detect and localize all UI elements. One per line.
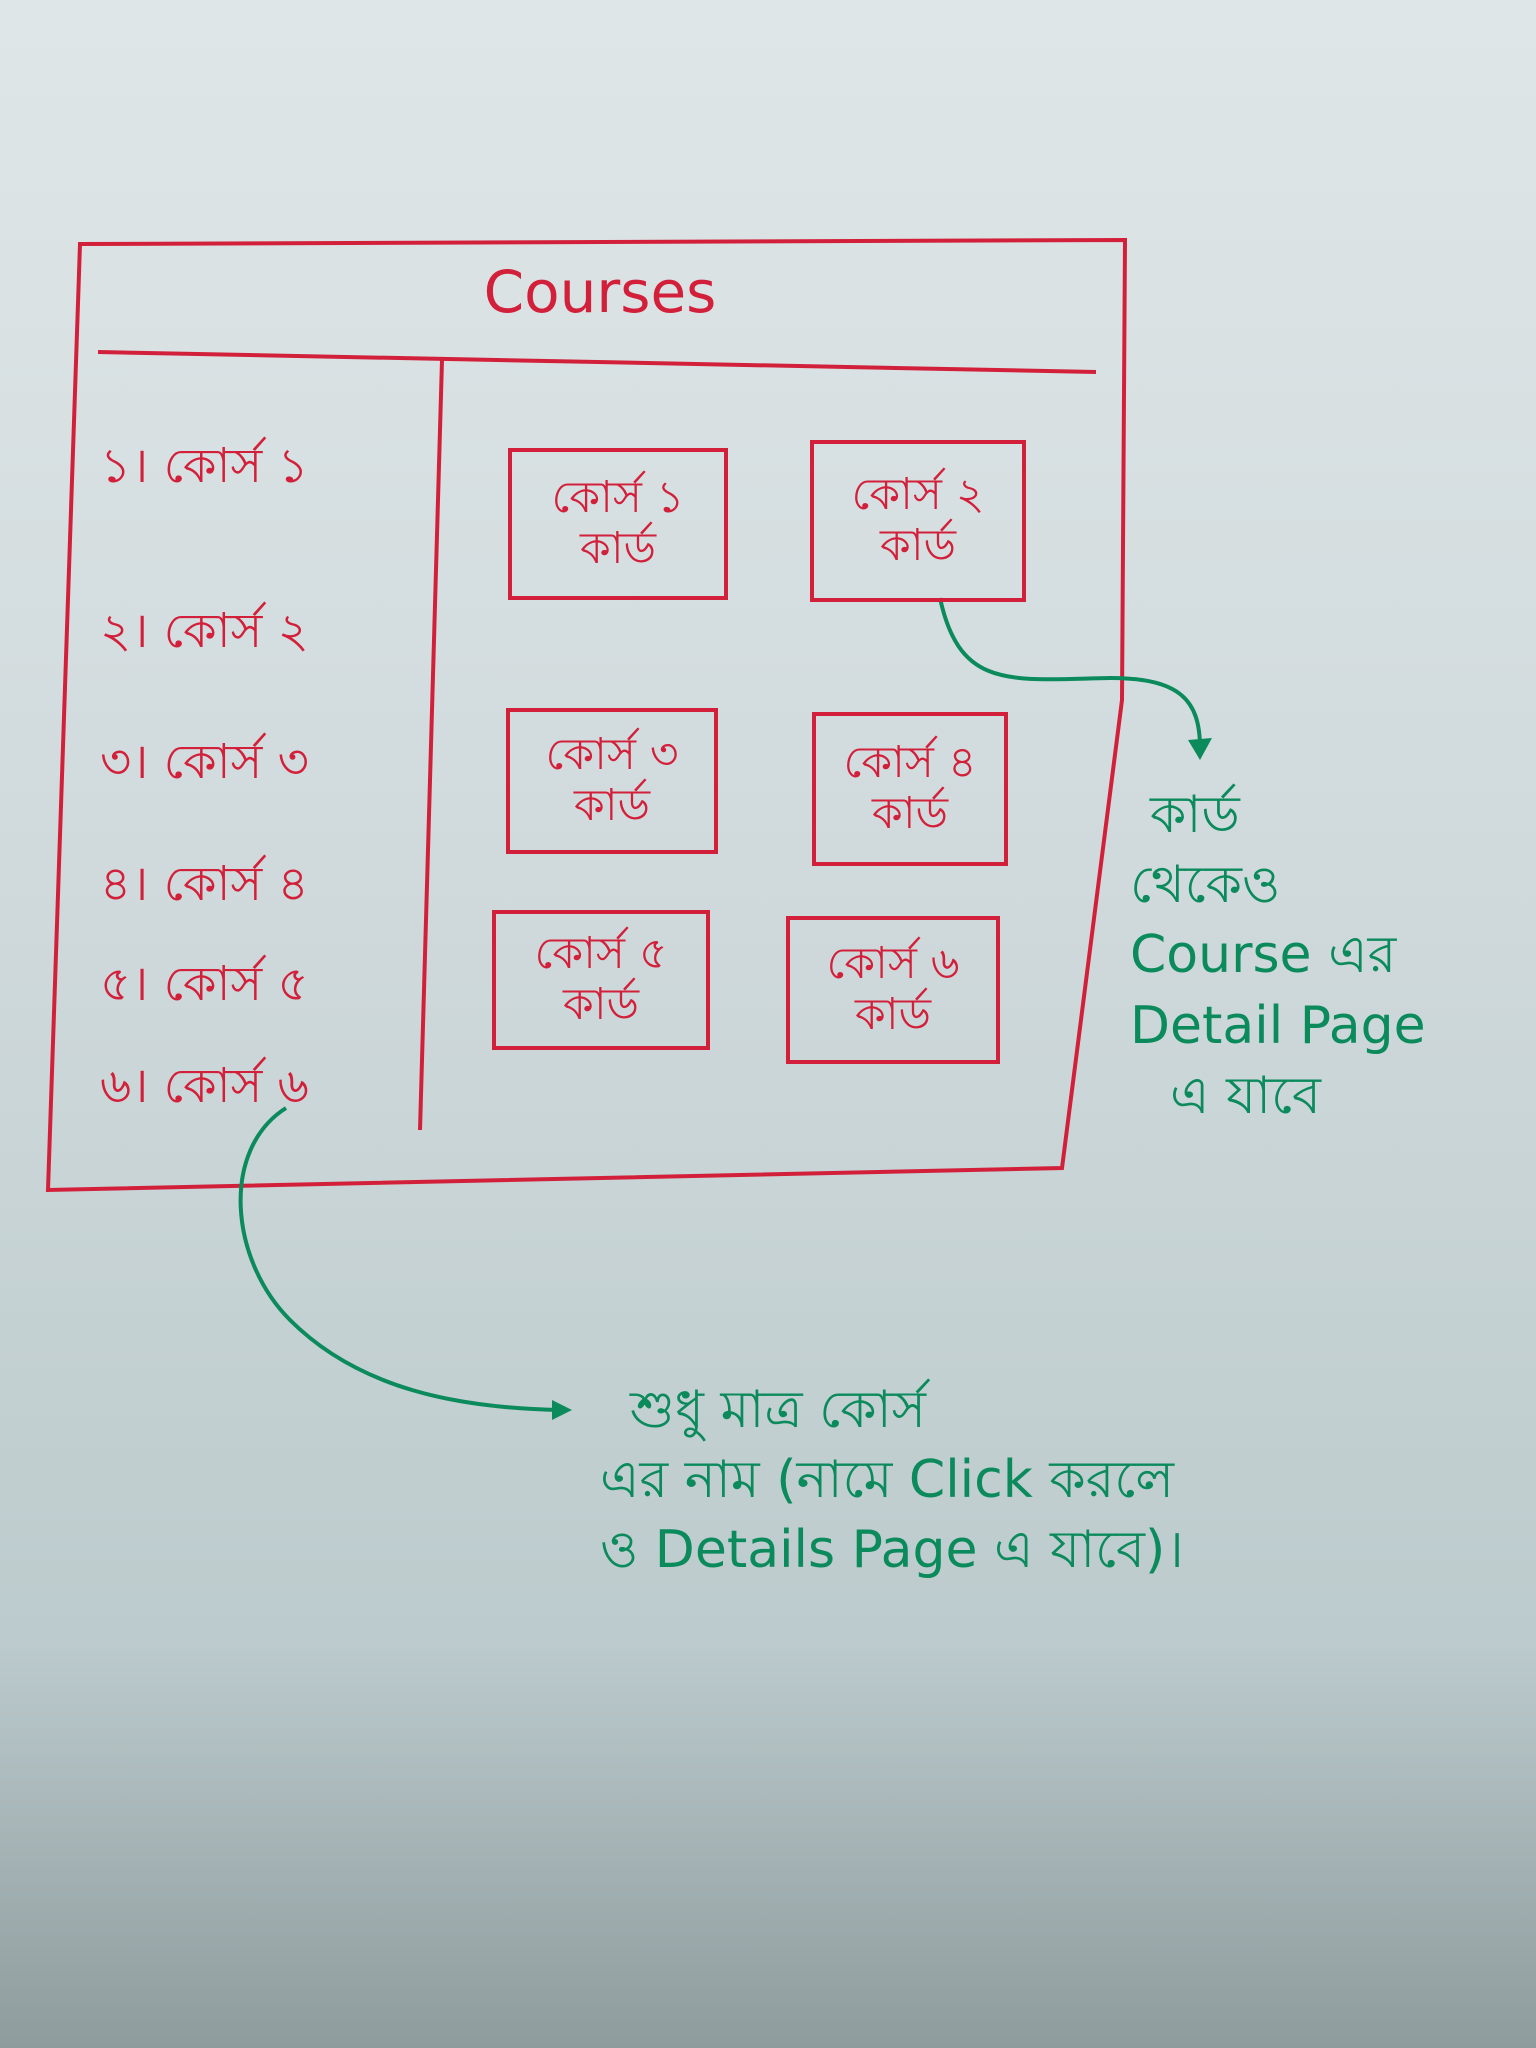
course-card-3[interactable]: কোর্স ৩ কার্ড bbox=[506, 708, 718, 854]
card-note-line: Course এর bbox=[1130, 925, 1397, 986]
sidebar-item-course-6[interactable]: ৬। কোর্স ৬ bbox=[100, 1058, 309, 1114]
sidebar-arrowhead bbox=[552, 1400, 572, 1420]
sidebar-note-line: ও Details Page এ যাবে)। bbox=[600, 1520, 1184, 1581]
sidebar-divider bbox=[418, 359, 444, 1131]
course-card-title: কোর্স ৫ bbox=[534, 928, 668, 980]
card-note: কার্ড থেকেও Course এর Detail Page এ যাবে bbox=[1130, 780, 1500, 1131]
outer-frame bbox=[45, 237, 1128, 1193]
card-note-line: থেকেও bbox=[1130, 855, 1281, 916]
card-note-line: এ যাবে bbox=[1170, 1065, 1321, 1126]
sidebar-note-line: এর নাম (নামে Click করলে bbox=[600, 1450, 1174, 1511]
course-card-4[interactable]: কোর্স ৪ কার্ড bbox=[812, 712, 1008, 866]
course-card-title: কোর্স ২ bbox=[851, 469, 985, 521]
course-card-title: কোর্স ১ bbox=[551, 472, 685, 524]
course-card-title: কোর্স ৩ bbox=[545, 729, 679, 781]
sidebar-item-course-3[interactable]: ৩। কোর্স ৩ bbox=[100, 734, 309, 790]
course-card-5[interactable]: কোর্স ৫ কার্ড bbox=[492, 910, 710, 1050]
sidebar-arrow bbox=[238, 1106, 561, 1412]
course-card-label: কার্ড bbox=[563, 979, 639, 1030]
course-card-label: কার্ড bbox=[880, 520, 956, 571]
page-title: Courses bbox=[483, 258, 717, 326]
course-card-label: কার্ড bbox=[574, 780, 650, 831]
card-note-line: Detail Page bbox=[1130, 995, 1426, 1056]
course-card-label: কার্ড bbox=[872, 788, 948, 839]
sidebar-note: শুধু মাত্র কোর্স এর নাম (নামে Click করলে… bbox=[600, 1375, 1500, 1586]
sidebar-item-course-5[interactable]: ৫। কোর্স ৫ bbox=[100, 956, 309, 1012]
course-card-title: কোর্স ৪ bbox=[843, 737, 977, 789]
card-arrowhead bbox=[1188, 738, 1212, 760]
course-card-title: কোর্স ৬ bbox=[826, 938, 960, 990]
card-note-line: কার্ড bbox=[1150, 785, 1240, 845]
sidebar-item-course-2[interactable]: ২। কোর্স ২ bbox=[100, 603, 309, 659]
header-divider bbox=[97, 350, 1097, 374]
course-card-label: কার্ড bbox=[855, 989, 931, 1040]
course-card-6[interactable]: কোর্স ৬ কার্ড bbox=[786, 916, 1000, 1064]
course-card-2[interactable]: কোর্স ২ কার্ড bbox=[810, 440, 1026, 602]
sidebar-note-line: শুধু মাত্র কোর্স bbox=[630, 1380, 927, 1440]
sidebar-item-course-4[interactable]: ৪। কোর্স ৪ bbox=[100, 856, 309, 912]
course-card-1[interactable]: কোর্স ১ কার্ড bbox=[508, 448, 728, 600]
course-card-label: কার্ড bbox=[580, 523, 656, 574]
card-arrow bbox=[938, 597, 1202, 749]
sidebar-item-course-1[interactable]: ১। কোর্স ১ bbox=[100, 438, 309, 494]
